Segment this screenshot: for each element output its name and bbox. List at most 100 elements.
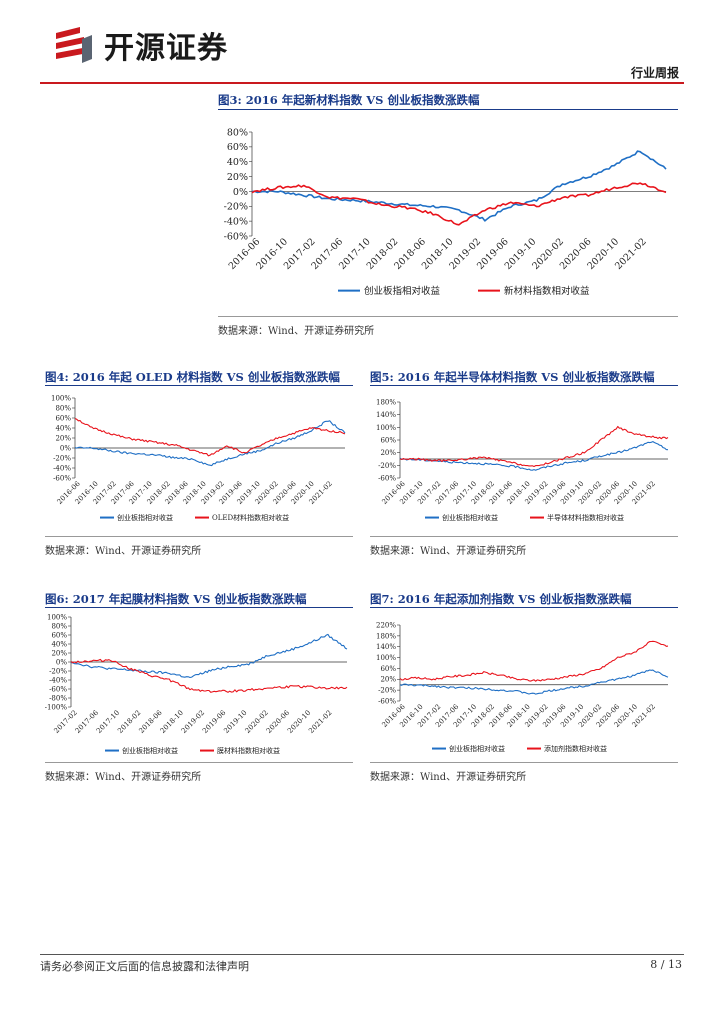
y-tick-label: -40%: [224, 216, 248, 227]
figure-title: 图7: 2016 年起添加剂指数 VS 创业板指数涨跌幅: [370, 592, 632, 606]
y-tick-label: -20%: [378, 462, 396, 470]
figure-title: 图6: 2017 年起膜材料指数 VS 创业板指数涨跌幅: [45, 592, 307, 606]
chart-svg: 180%140%100%60%20%-20%-60%2016-062016-10…: [376, 398, 669, 522]
legend-label: 创业板指相对收益: [117, 513, 173, 522]
figure-source: 数据来源：Wind、开源证券研究所: [45, 772, 202, 783]
series-line: [251, 182, 667, 226]
figure-bottom-rule: [45, 762, 353, 763]
figure-title-rule: [370, 607, 678, 608]
legend-label: 添加剂指数相对收益: [544, 744, 607, 753]
series-line: [399, 640, 669, 682]
y-tick-label: 20%: [51, 649, 67, 657]
figure-title-rule: [370, 385, 678, 386]
legend-label: 创业板指相对收益: [449, 744, 505, 753]
page-number: 8 / 13: [650, 958, 682, 971]
company-logo: 开源证券: [52, 22, 228, 68]
y-tick-label: 180%: [376, 632, 396, 640]
y-tick-label: -20%: [224, 202, 248, 213]
company-name: 开源证券: [104, 31, 228, 66]
chart-figure-7: 220% 180% 140% 100% 60% 20% -20% -60% 2016-06 201…: [370, 611, 678, 765]
chart-figure-5: 180% 140% 100% 60% 20% -20% -60% 2016-06 2016-10…: [370, 390, 678, 534]
y-tick-label: 80%: [55, 404, 71, 412]
chart-svg: 100%80%60%40%20%0%-20%-40%-60%2016-06201…: [51, 394, 346, 522]
y-tick-label: 140%: [376, 643, 396, 651]
series-line: [399, 425, 669, 468]
y-tick-label: 60%: [227, 142, 248, 153]
y-tick-label: -60%: [378, 474, 396, 482]
y-tick-label: -60%: [53, 474, 71, 482]
y-tick-label: -20%: [53, 454, 71, 462]
y-tick-label: 20%: [380, 676, 396, 684]
y-tick-label: 20%: [55, 434, 71, 442]
y-tick-label: 60%: [51, 631, 67, 639]
y-tick-label: 100%: [47, 613, 67, 621]
y-tick-label: 40%: [227, 157, 248, 168]
y-tick-label: 100%: [376, 654, 396, 662]
y-tick-label: 80%: [227, 127, 248, 138]
figure-source: 数据来源：Wind、开源证券研究所: [218, 326, 375, 337]
y-tick-label: 100%: [376, 424, 396, 432]
series-line: [70, 658, 348, 693]
legend-label: 膜材料指数相对收益: [217, 746, 280, 755]
y-tick-label: 0%: [56, 658, 67, 666]
figure-bottom-rule: [370, 762, 678, 763]
header-rule: [40, 82, 684, 84]
figure-source: 数据来源：Wind、开源证券研究所: [370, 772, 527, 783]
figure-title-rule: [45, 607, 353, 608]
y-tick-label: 0%: [60, 444, 71, 452]
footer-rule: [40, 954, 684, 955]
y-tick-label: 40%: [55, 424, 71, 432]
y-tick-label: 80%: [51, 622, 67, 630]
chart-figure-6: 100% 80% 60% 40% 20% 0% -20% -40% -60% -80% -100% 2…: [45, 611, 353, 765]
y-tick-label: 60%: [380, 436, 396, 444]
chart-svg: 100%80%60%40%20%0%-20%-40%-60%-80%-100% 2…: [45, 613, 348, 755]
series-line: [70, 633, 348, 679]
y-tick-label: -80%: [49, 694, 67, 702]
x-tick-label: 2021-02: [307, 709, 333, 735]
chart-figure-4: 100% 80% 60% 40% 20% 0% -20% -40% -60% 2016-06 201…: [45, 390, 353, 534]
legend-label: 半导体材料指数相对收益: [547, 513, 624, 522]
legend-label: OLED材料指数相对收益: [212, 513, 289, 522]
y-tick-label: 0%: [233, 187, 248, 198]
figure-source: 数据来源：Wind、开源证券研究所: [45, 546, 202, 557]
chart-svg: 80%60%40%20%0%-20%-40%-60%2016-062016-10…: [224, 127, 667, 297]
figure-title: 图4: 2016 年起 OLED 材料指数 VS 创业板指数涨跌幅: [45, 370, 340, 384]
series-line: [399, 669, 669, 695]
y-tick-label: -60%: [378, 697, 396, 705]
y-tick-label: -60%: [224, 231, 248, 242]
logo-mark-icon: [56, 27, 92, 63]
y-tick-label: -100%: [45, 703, 67, 711]
footer-disclaimer: 请务必参阅正文后面的信息披露和法律声明: [40, 960, 249, 973]
chart-figure-3: 80% 60% 40% 20% 0% -20% -40% -60% 2016-06 2016-10…: [218, 114, 678, 318]
section-label: 行业周报: [630, 66, 679, 80]
legend-label: 创业板指相对收益: [364, 285, 441, 297]
y-tick-label: 140%: [376, 411, 396, 419]
figure-bottom-rule: [218, 316, 678, 317]
y-tick-label: 60%: [380, 665, 396, 673]
legend-label: 创业板指相对收益: [122, 746, 178, 755]
chart-svg: 220%180%140%100%60%20%-20%-60%2016-06201…: [376, 621, 669, 753]
y-tick-label: 20%: [227, 172, 248, 183]
y-tick-label: -40%: [49, 676, 67, 684]
y-tick-label: 40%: [51, 640, 67, 648]
figure-bottom-rule: [370, 536, 678, 537]
figure-source: 数据来源：Wind、开源证券研究所: [370, 546, 527, 557]
figure-bottom-rule: [45, 536, 353, 537]
y-tick-label: 100%: [51, 394, 71, 402]
y-tick-label: 20%: [380, 449, 396, 457]
y-tick-label: -20%: [378, 687, 396, 695]
legend-label: 新材料指数相对收益: [504, 285, 590, 297]
y-tick-label: -40%: [53, 464, 71, 472]
figure-title: 图3: 2016 年起新材料指数 VS 创业板指数涨跌幅: [218, 93, 480, 107]
series-line: [74, 418, 346, 457]
series-line: [251, 150, 667, 222]
y-tick-label: 180%: [376, 398, 396, 406]
series-line: [74, 420, 346, 467]
figure-title-rule: [218, 109, 678, 110]
legend-label: 创业板指相对收益: [442, 513, 498, 522]
y-tick-label: -60%: [49, 685, 67, 693]
y-tick-label: -20%: [49, 667, 67, 675]
series-line: [399, 441, 669, 471]
y-tick-label: 60%: [55, 414, 71, 422]
figure-title-rule: [45, 385, 353, 386]
